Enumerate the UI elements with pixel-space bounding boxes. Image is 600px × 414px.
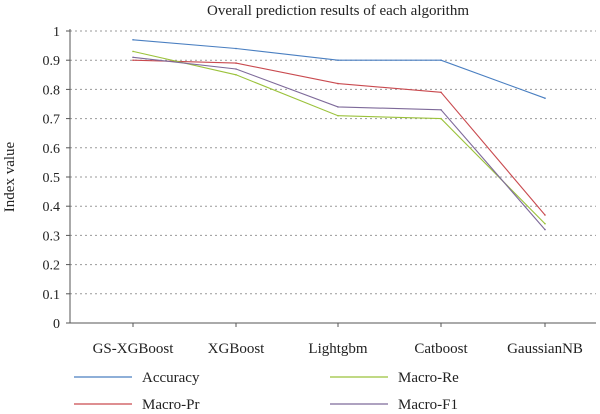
y-tick-label: 0.7 [43, 113, 61, 128]
y-tick-label: 0.2 [43, 259, 61, 274]
legend: Accuracy Macro-Pr Macro-Re Macro-F1 [74, 370, 459, 413]
y-axis-label: Index value [2, 141, 18, 212]
y-tick-label: 0 [53, 317, 60, 332]
data-point [337, 114, 339, 117]
x-tick-label: GaussianNB [507, 341, 583, 357]
data-point [544, 222, 546, 225]
data-point [337, 59, 339, 61]
data-point [235, 74, 237, 76]
data-point [132, 50, 134, 53]
x-tick-label: Lightgbm [308, 341, 367, 357]
legend-item-macro-re: Macro-Re [330, 370, 459, 386]
y-tick-label: 0.4 [43, 200, 61, 215]
data-point [337, 82, 339, 85]
data-point [235, 62, 237, 64]
legend-label: Macro-Re [398, 370, 459, 386]
axes: 0 0.1 0.2 0.3 0.4 0.5 0.6 0.7 0.8 0.9 1 GS-XGBoost X… [43, 25, 596, 357]
x-tick-label: XGBoost [208, 341, 266, 357]
series-lines [132, 39, 546, 231]
x-tick-label: GS-XGBoost [93, 341, 175, 357]
y-tick-label: 0.6 [43, 142, 61, 157]
data-point [544, 97, 546, 99]
legend-item-macro-f1: Macro-F1 [330, 397, 458, 413]
y-tick-label: 0.9 [43, 54, 61, 69]
series-line-macro-pr [132, 59, 546, 216]
legend-label: Macro-Pr [142, 397, 199, 413]
grid-lines [70, 30, 596, 295]
y-tick-label: 0.3 [43, 229, 61, 244]
data-point [235, 47, 237, 50]
data-point [440, 91, 442, 94]
data-point [235, 68, 237, 70]
legend-label: Macro-F1 [398, 397, 458, 413]
data-point [132, 39, 134, 41]
y-tick-label: 1 [53, 25, 60, 40]
data-point [132, 56, 134, 59]
data-point [440, 59, 442, 61]
series-line-macro-re [132, 50, 546, 225]
data-point [544, 214, 546, 216]
data-point [337, 106, 339, 108]
data-point [440, 109, 442, 111]
y-tick-label: 0.1 [43, 288, 61, 303]
chart-title: Overall prediction results of each algor… [207, 3, 469, 19]
data-point [132, 59, 134, 61]
series-line-accuracy [132, 39, 546, 99]
data-point [440, 117, 442, 120]
legend-item-accuracy: Accuracy [74, 370, 200, 386]
legend-item-macro-pr: Macro-Pr [74, 397, 199, 413]
data-point [544, 228, 546, 231]
y-tick-label: 0.8 [43, 83, 61, 98]
legend-label: Accuracy [142, 370, 200, 386]
y-tick-label: 0.5 [43, 171, 61, 186]
x-tick-label: Catboost [414, 341, 468, 357]
